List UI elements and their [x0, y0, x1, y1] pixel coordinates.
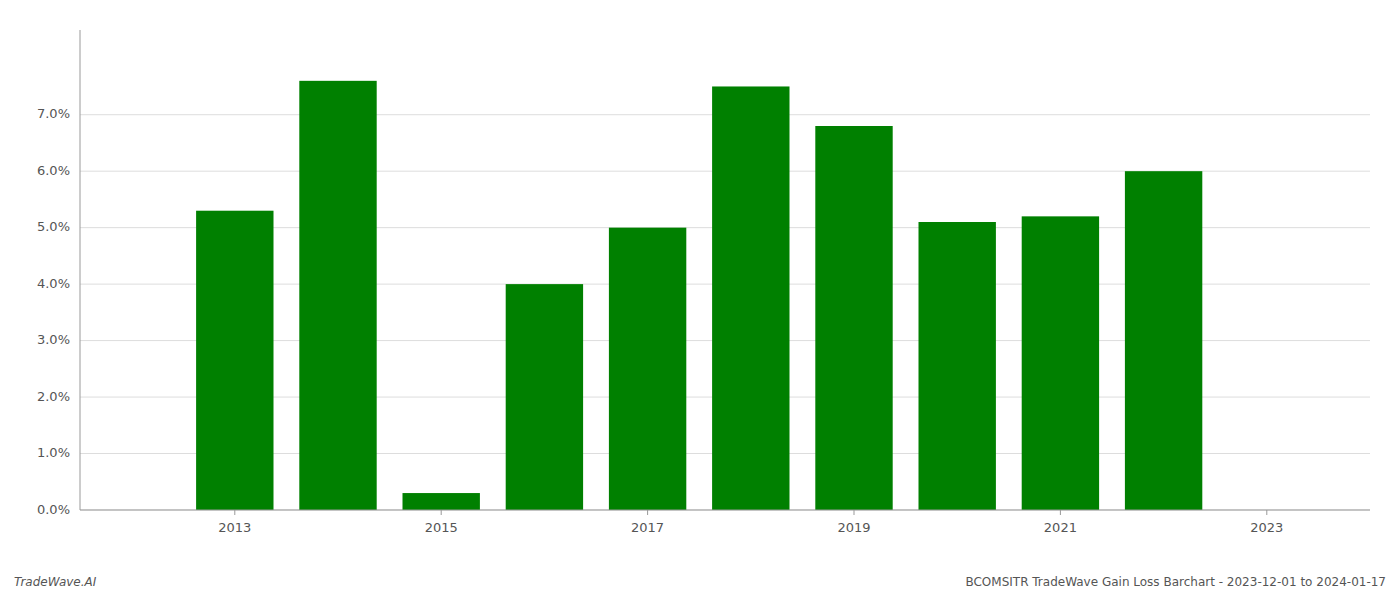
- y-tick-label: 4.0%: [37, 276, 70, 291]
- grid-line: [80, 510, 1370, 511]
- x-tick-label: 2017: [631, 520, 664, 535]
- y-tick-label: 1.0%: [37, 445, 70, 460]
- footer-left: TradeWave.AI: [14, 575, 97, 589]
- bar: [609, 228, 686, 510]
- bars: [196, 81, 1202, 510]
- bar: [1022, 216, 1099, 510]
- bar: [506, 284, 583, 510]
- y-tick-label: 2.0%: [37, 389, 70, 404]
- x-tick-label: 2021: [1044, 520, 1077, 535]
- bar: [712, 86, 789, 510]
- bar: [403, 493, 480, 510]
- y-tick-label: 5.0%: [37, 219, 70, 234]
- bar: [1125, 171, 1202, 510]
- chart-container: 0.0% 1.0% 2.0% 3.0% 4.0% 5.0% 6.0% 7.0% 2013 2015…: [0, 0, 1400, 600]
- x-tick: [1060, 510, 1061, 515]
- x-tick: [647, 510, 648, 515]
- x-tick: [234, 510, 235, 515]
- x-tick-label: 2013: [218, 520, 251, 535]
- bar: [815, 126, 892, 510]
- x-tick: [441, 510, 442, 515]
- x-tick: [854, 510, 855, 515]
- footer-right: BCOMSITR TradeWave Gain Loss Barchart - …: [965, 575, 1386, 589]
- y-tick-label: 0.0%: [37, 502, 70, 517]
- y-axis-line: [80, 30, 81, 510]
- bar: [919, 222, 996, 510]
- x-tick: [1266, 510, 1267, 515]
- y-tick-label: 3.0%: [37, 332, 70, 347]
- bar: [196, 211, 273, 510]
- chart-svg: 0.0% 1.0% 2.0% 3.0% 4.0% 5.0% 6.0% 7.0% 2013 2015…: [0, 0, 1400, 600]
- y-tick-label: 6.0%: [37, 163, 70, 178]
- x-tick-label: 2019: [837, 520, 870, 535]
- y-tick-label: 7.0%: [37, 106, 70, 121]
- bar: [299, 81, 376, 510]
- x-tick-label: 2015: [425, 520, 458, 535]
- x-axis-line: [80, 510, 1370, 511]
- x-tick-label: 2023: [1250, 520, 1283, 535]
